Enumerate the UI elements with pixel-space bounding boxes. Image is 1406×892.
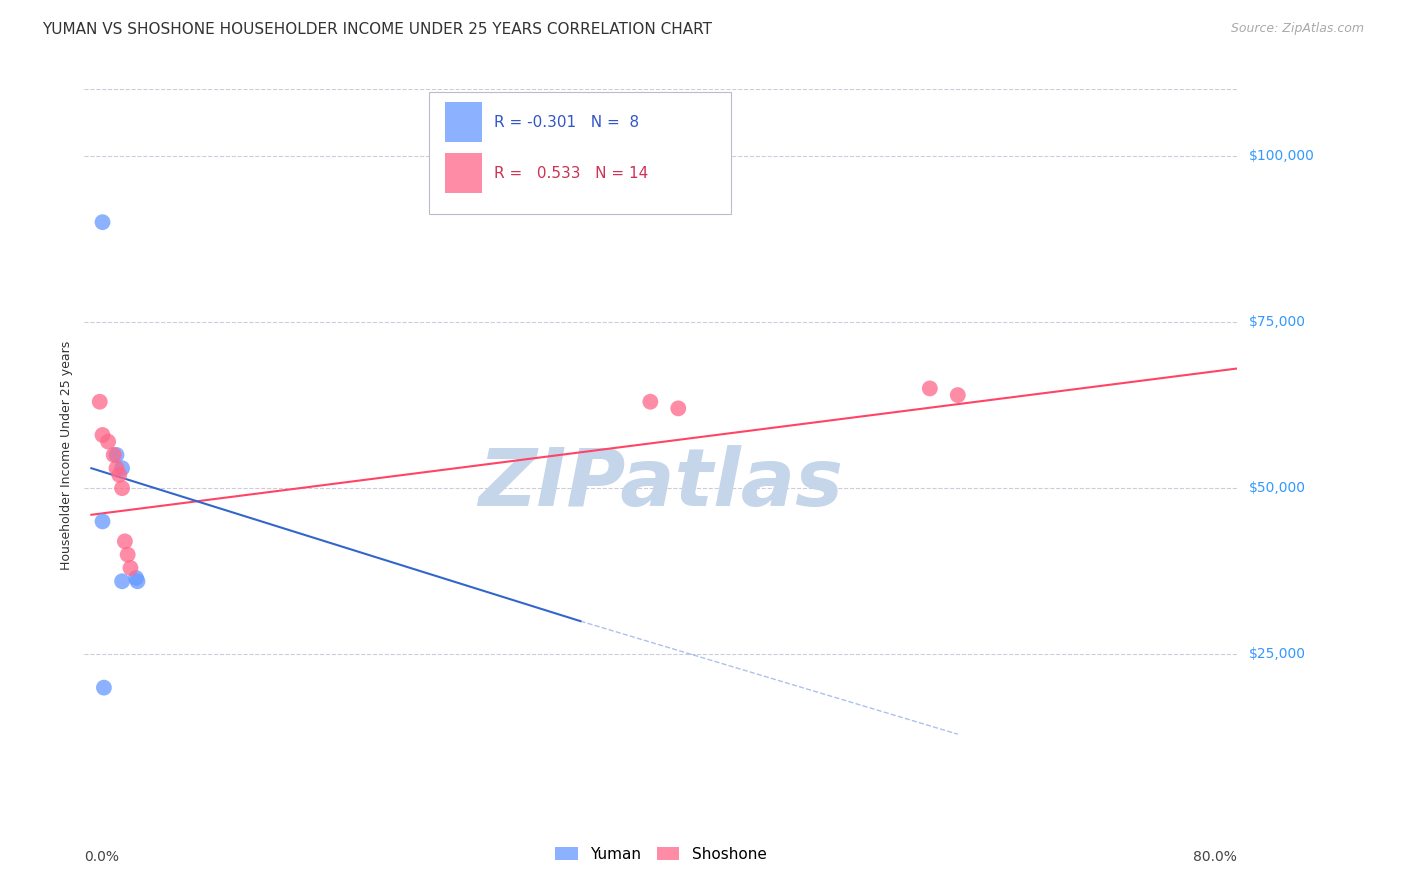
Point — [125, 571, 148, 585]
Text: R = -0.301   N =  8: R = -0.301 N = 8 — [494, 114, 638, 129]
Point — [111, 461, 134, 475]
Point — [111, 481, 134, 495]
Text: $50,000: $50,000 — [1249, 481, 1305, 495]
Text: $25,000: $25,000 — [1249, 648, 1305, 661]
Point — [640, 394, 662, 409]
Y-axis label: Householder Income Under 25 years: Householder Income Under 25 years — [60, 340, 73, 570]
Text: $75,000: $75,000 — [1249, 315, 1305, 329]
Point — [108, 467, 131, 482]
Point — [111, 574, 134, 589]
Point — [89, 394, 111, 409]
Point — [117, 548, 139, 562]
Point — [93, 681, 115, 695]
Point — [114, 534, 136, 549]
Text: ZIPatlas: ZIPatlas — [478, 445, 844, 524]
Point — [91, 515, 114, 529]
Point — [120, 561, 142, 575]
Legend: Yuman, Shoshone: Yuman, Shoshone — [548, 840, 773, 868]
Text: $100,000: $100,000 — [1249, 149, 1315, 162]
Point — [127, 574, 149, 589]
Text: R =   0.533   N = 14: R = 0.533 N = 14 — [494, 166, 648, 181]
Point — [105, 461, 128, 475]
Point — [105, 448, 128, 462]
Text: 0.0%: 0.0% — [84, 850, 120, 863]
Text: 80.0%: 80.0% — [1194, 850, 1237, 863]
Point — [946, 388, 969, 402]
Text: YUMAN VS SHOSHONE HOUSEHOLDER INCOME UNDER 25 YEARS CORRELATION CHART: YUMAN VS SHOSHONE HOUSEHOLDER INCOME UND… — [42, 22, 713, 37]
Point — [666, 401, 689, 416]
Point — [103, 448, 125, 462]
Text: Source: ZipAtlas.com: Source: ZipAtlas.com — [1230, 22, 1364, 36]
Point — [918, 381, 941, 395]
Point — [91, 215, 114, 229]
Point — [97, 434, 120, 449]
Point — [91, 428, 114, 442]
